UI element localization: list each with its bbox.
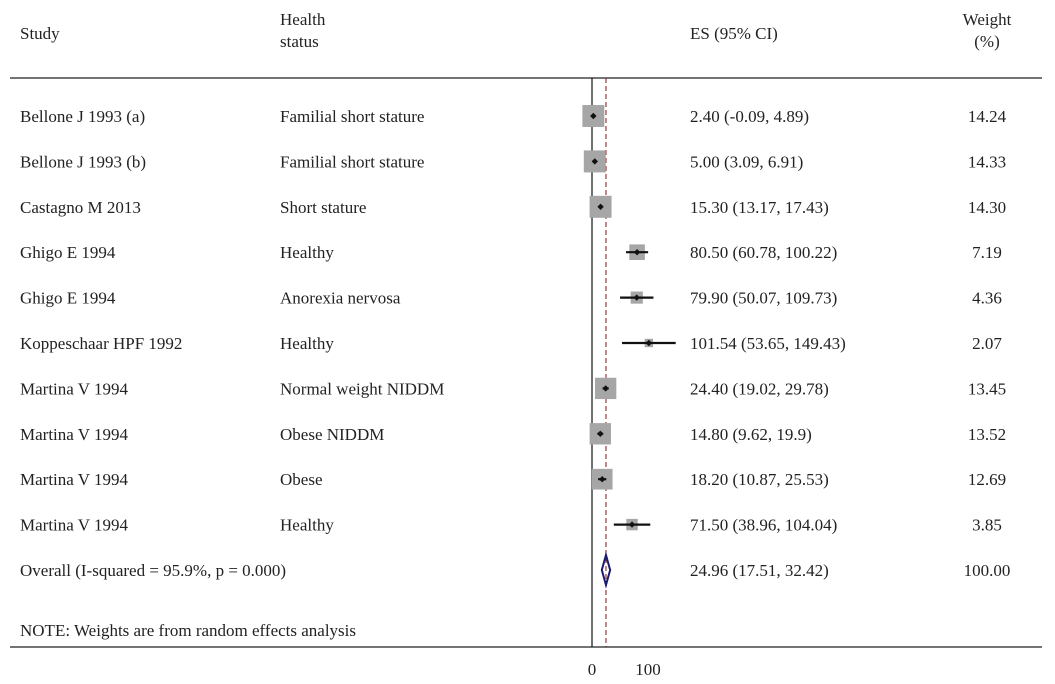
- weight-percent: 2.07: [972, 334, 1002, 353]
- effect-size-ci: 79.90 (50.07, 109.73): [690, 289, 837, 308]
- weight-percent: 14.24: [968, 107, 1007, 126]
- weight-percent: 12.69: [968, 470, 1006, 489]
- effect-size-ci: 80.50 (60.78, 100.22): [690, 243, 837, 262]
- effect-size-ci: 24.40 (19.02, 29.78): [690, 379, 829, 398]
- point-estimate: [597, 430, 604, 437]
- effect-size-ci: 14.80 (9.62, 19.9): [690, 425, 812, 444]
- health-status: Obese NIDDM: [280, 425, 384, 444]
- effect-size-ci: 5.00 (3.09, 6.91): [690, 152, 803, 171]
- point-estimate: [590, 112, 597, 120]
- study-name: Ghigo E 1994: [20, 243, 116, 262]
- effect-size-ci: 101.54 (53.65, 149.43): [690, 334, 846, 353]
- weight-percent: 7.19: [972, 243, 1002, 262]
- health-status: Healthy: [280, 334, 334, 353]
- health-status: Normal weight NIDDM: [280, 379, 444, 398]
- effect-size-ci: 2.40 (-0.09, 4.89): [690, 107, 809, 126]
- study-name: Bellone J 1993 (b): [20, 152, 146, 171]
- point-estimate: [633, 249, 641, 256]
- weight-percent: 13.45: [968, 379, 1006, 398]
- plot-marks: [582, 78, 676, 647]
- effect-size-ci: 15.30 (13.17, 17.43): [690, 198, 829, 217]
- study-name: Ghigo E 1994: [20, 289, 116, 308]
- header-health-status-line1: Health: [280, 10, 326, 29]
- weight-percent: 4.36: [972, 289, 1002, 308]
- weight-percent: 14.30: [968, 198, 1006, 217]
- header-study: Study: [20, 24, 60, 43]
- point-estimate: [633, 294, 640, 301]
- header-health-status-line2: status: [280, 32, 319, 51]
- study-name: Martina V 1994: [20, 425, 128, 444]
- study-name: Castagno M 2013: [20, 198, 141, 217]
- x-tick-label: 0: [588, 660, 597, 679]
- overall-diamond: [600, 551, 612, 589]
- x-axis: 0 100: [588, 660, 661, 679]
- health-status: Healthy: [280, 243, 334, 262]
- overall-weight: 100.00: [964, 561, 1011, 580]
- study-name: Martina V 1994: [20, 379, 128, 398]
- health-status: Short stature: [280, 198, 366, 217]
- point-estimate: [645, 339, 653, 347]
- health-status: Familial short stature: [280, 152, 424, 171]
- footnote: NOTE: Weights are from random effects an…: [20, 621, 356, 640]
- point-estimate: [598, 476, 606, 483]
- point-estimate: [597, 203, 604, 210]
- health-status: Familial short stature: [280, 107, 424, 126]
- health-status: Obese: [280, 470, 322, 489]
- study-name: Martina V 1994: [20, 516, 128, 535]
- health-status: Healthy: [280, 516, 334, 535]
- header-weight-line2: (%): [974, 32, 999, 51]
- x-tick-label: 100: [635, 660, 661, 679]
- weight-percent: 14.33: [968, 152, 1006, 171]
- study-name: Koppeschaar HPF 1992: [20, 334, 182, 353]
- study-name: Martina V 1994: [20, 470, 128, 489]
- header-weight-line1: Weight: [963, 10, 1012, 29]
- study-name: Bellone J 1993 (a): [20, 107, 145, 126]
- study-rows: Bellone J 1993 (a) Familial short stature…: [20, 107, 1010, 580]
- effect-size-ci: 71.50 (38.96, 104.04): [690, 516, 837, 535]
- weight-percent: 13.52: [968, 425, 1006, 444]
- point-estimate: [602, 385, 609, 392]
- header-es: ES (95% CI): [690, 24, 778, 43]
- effect-size-ci: 18.20 (10.87, 25.53): [690, 470, 829, 489]
- overall-effect-size-ci: 24.96 (17.51, 32.42): [690, 561, 829, 580]
- overall-label: Overall (I-squared = 95.9%, p = 0.000): [20, 561, 286, 580]
- health-status: Anorexia nervosa: [280, 289, 401, 308]
- weight-percent: 3.85: [972, 516, 1002, 535]
- point-estimate: [628, 521, 636, 528]
- point-estimate: [591, 158, 598, 165]
